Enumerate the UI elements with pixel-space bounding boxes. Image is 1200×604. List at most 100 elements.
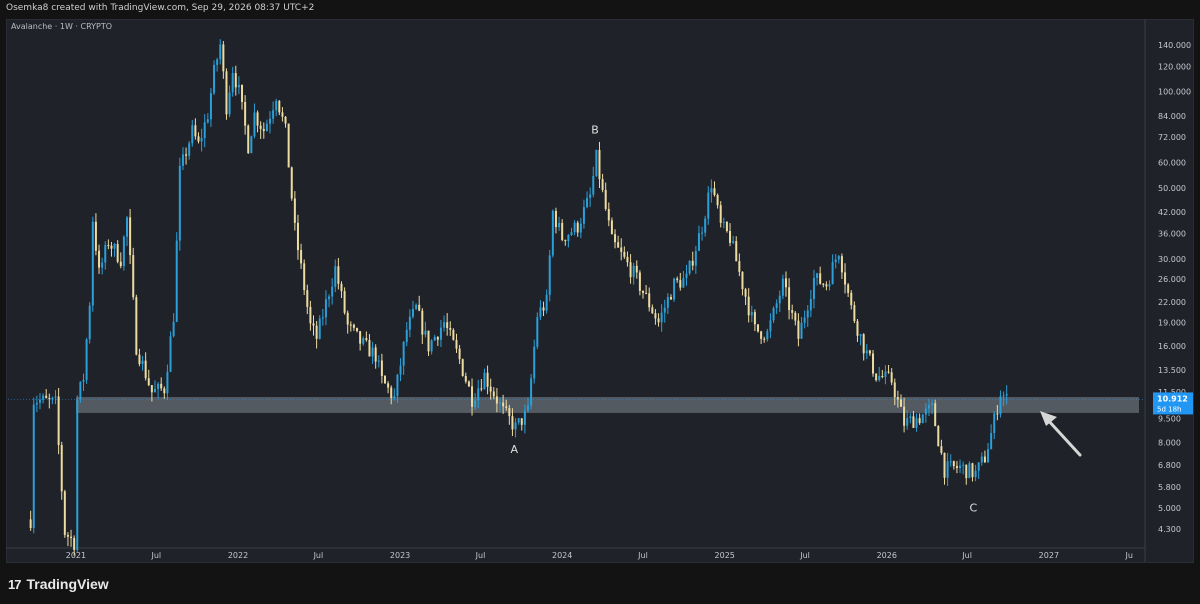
candle-body [32,404,35,529]
candle-body [374,347,377,362]
candle-body [172,321,175,337]
symbol-legend[interactable]: Avalanche · 1W · CRYPTO [11,22,113,31]
candle-body [530,378,533,406]
candle-body [1005,394,1008,396]
candle-body [598,149,601,180]
candle-body [73,538,76,550]
candle-body [411,308,414,317]
candle-body [396,374,399,397]
candle-body [570,232,573,235]
candle-body [206,119,209,123]
price-chart[interactable]: 140.000 120.000 100.000 84.000 72.000 60.000 5… [0,0,1200,566]
candle-body [209,93,212,120]
candle-body [943,452,946,478]
x-tick-label: Jul [799,551,810,560]
candle-body [554,210,557,228]
y-tick-label: 42.000 [1158,208,1186,217]
candle-body [697,233,700,251]
candle-body [927,405,930,409]
arrow-shaft [1045,417,1082,457]
candle-body [872,353,875,374]
candle-body [181,154,184,166]
y-tick-label: 19.000 [1158,318,1186,327]
candle-body [175,240,178,322]
candle-body [744,289,747,297]
y-tick-label: 140.000 [1158,41,1191,50]
candle-body [955,466,958,469]
candle-body [676,278,679,281]
candle-body [244,102,247,126]
candle-body [272,110,275,119]
tradingview-logo[interactable]: 17 TradingView [8,576,109,592]
candle-body [415,304,418,309]
candle-body [576,222,579,233]
candle-body [225,71,228,115]
candle-body [909,416,912,419]
last-price-countdown: 5d 18h [1157,405,1181,413]
candle-body [157,383,160,389]
candle-body [247,125,250,154]
candle-body [495,396,498,404]
candle-body [48,398,51,400]
candle-body [853,305,856,322]
candle-body [589,194,592,198]
candle-body [502,402,505,407]
arrow-head [1040,411,1057,426]
candle-body [753,312,756,325]
candle-body [359,331,362,344]
candle-body [682,278,685,288]
candles [29,39,1008,556]
candle-body [293,198,296,223]
candle-body [278,100,281,113]
y-tick-label: 120.000 [1158,62,1191,71]
candle-body [763,338,766,340]
candle-body [980,456,983,463]
candle-body [337,266,340,284]
candle-body [648,293,651,308]
candle-body [934,403,937,427]
candle-body [107,245,110,247]
candle-body [816,273,819,278]
candle-body [859,334,862,336]
candle-body [122,236,125,267]
candle-body [508,407,511,417]
candle-body [800,322,803,339]
candle-body [315,325,318,339]
candle-body [511,416,514,430]
candle-body [564,240,567,242]
tradingview-logo-icon: 17 [8,576,22,592]
candle-body [455,339,458,349]
candle-body [558,222,561,228]
candle-body [545,294,548,311]
annotation-label-a: A [510,443,518,456]
candle-body [632,265,635,278]
y-tick-label: 9.500 [1158,415,1181,424]
candle-body [834,259,837,263]
candle-body [617,242,620,248]
candle-body [262,128,265,132]
candle-body [309,306,312,324]
candle-body [228,92,231,115]
candle-body [775,303,778,309]
candle-body [203,122,206,139]
candle-body [222,44,225,72]
candle-body [663,307,666,313]
candle-body [98,250,101,268]
candle-body [722,221,725,223]
candle-body [362,338,365,344]
y-tick-label: 26.000 [1158,275,1186,284]
candle-body [819,273,822,284]
candle-body [688,260,691,274]
x-tick-label: Jul [475,551,486,560]
candle-body [237,84,240,88]
candle-body [486,372,489,387]
chart-pane[interactable] [6,19,1194,563]
candle-body [259,125,262,129]
candle-body [666,297,669,308]
candle-body [150,385,153,393]
candle-body [968,463,971,479]
candle-body [287,123,290,168]
candle-body [828,284,831,287]
candle-body [144,360,147,379]
y-tick-label: 5.800 [1158,483,1181,492]
